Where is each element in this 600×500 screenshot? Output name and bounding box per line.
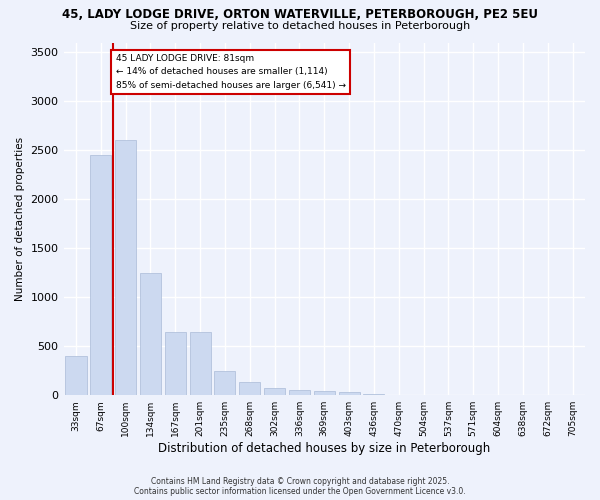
Bar bbox=[314, 391, 335, 395]
Bar bbox=[338, 392, 359, 395]
Bar bbox=[289, 390, 310, 395]
Bar bbox=[165, 332, 186, 395]
Bar bbox=[364, 394, 385, 395]
Text: 45, LADY LODGE DRIVE, ORTON WATERVILLE, PETERBOROUGH, PE2 5EU: 45, LADY LODGE DRIVE, ORTON WATERVILLE, … bbox=[62, 8, 538, 20]
Text: Size of property relative to detached houses in Peterborough: Size of property relative to detached ho… bbox=[130, 21, 470, 31]
Bar bbox=[140, 272, 161, 395]
Bar bbox=[239, 382, 260, 395]
Bar bbox=[264, 388, 285, 395]
X-axis label: Distribution of detached houses by size in Peterborough: Distribution of detached houses by size … bbox=[158, 442, 490, 455]
Bar bbox=[90, 155, 112, 395]
Text: Contains HM Land Registry data © Crown copyright and database right 2025.
Contai: Contains HM Land Registry data © Crown c… bbox=[134, 476, 466, 496]
Bar bbox=[214, 370, 235, 395]
Bar bbox=[65, 356, 86, 395]
Bar bbox=[115, 140, 136, 395]
Text: 45 LADY LODGE DRIVE: 81sqm
← 14% of detached houses are smaller (1,114)
85% of s: 45 LADY LODGE DRIVE: 81sqm ← 14% of deta… bbox=[116, 54, 346, 90]
Y-axis label: Number of detached properties: Number of detached properties bbox=[15, 137, 25, 301]
Bar bbox=[190, 332, 211, 395]
